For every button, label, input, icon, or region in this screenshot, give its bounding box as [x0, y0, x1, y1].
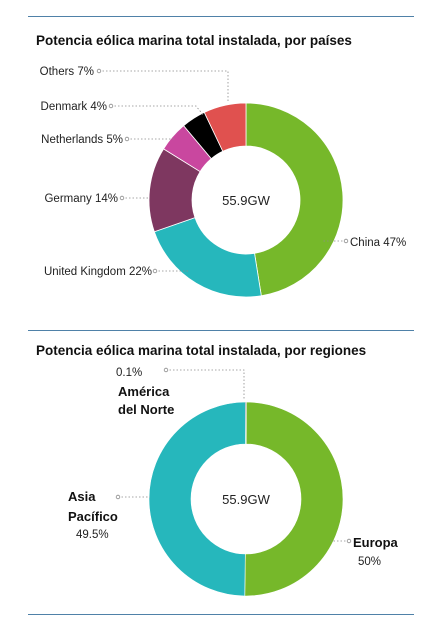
chart1-leader-china-dot: [343, 238, 349, 244]
chart1-leader-denmark: [111, 105, 205, 117]
chart1-slice-china: [245, 102, 344, 297]
chart2-center-label: 55.9GW: [222, 492, 270, 507]
chart1-slice-others: [203, 102, 247, 152]
chart2-leader-europa-dot: [346, 538, 352, 544]
chart2-label-europa: Europa: [353, 535, 399, 550]
chart1-title: Potencia eólica marina total instalada, …: [36, 33, 352, 48]
country-donut-chart: 55.9GW China 47% United Kingdom 22% Germany…: [40, 66, 406, 298]
chart1-leader-others: [99, 70, 229, 103]
region-donut-chart: 55.9GW Europa 50% Asia Pacífico 49.5% 0.1% Amér…: [68, 367, 399, 597]
chart1-leader-germany-dot: [119, 195, 125, 201]
bottom-divider: [28, 614, 414, 615]
chart2-slice-america-del-norte: [245, 401, 247, 445]
chart2-label-asia-pacifico-line2: Pacífico: [68, 509, 118, 524]
chart2-value-europa: 50%: [358, 556, 381, 568]
chart2-label-america-del-norte-line2: del Norte: [118, 402, 174, 417]
chart1-leader-netherlands-dot: [124, 136, 130, 142]
chart2-leader-asia-pacifico-dot: [115, 494, 121, 500]
chart2-label-asia-pacifico-line1: Asia: [68, 489, 96, 504]
chart1-leader-denmark-dot: [108, 103, 114, 109]
chart1-label-netherlands: Netherlands 5%: [41, 134, 123, 146]
chart2-value-america-del-norte: 0.1%: [116, 367, 142, 379]
chart2-slice-europa: [244, 401, 344, 597]
chart2-leader-america-del-norte: [166, 369, 245, 400]
chart2-slice-asia-pacifico: [148, 401, 246, 597]
chart1-label-united-kingdom: United Kingdom 22%: [44, 266, 152, 278]
chart1-leader-others-dot: [96, 68, 102, 74]
top-divider: [28, 16, 414, 17]
chart1-leader-united-kingdom-dot: [152, 268, 158, 274]
chart1-center-label: 55.9GW: [222, 193, 270, 208]
chart1-label-others: Others 7%: [40, 66, 94, 78]
chart1-label-denmark: Denmark 4%: [41, 101, 107, 113]
middle-divider: [28, 330, 414, 331]
chart2-label-america-del-norte-line1: América: [118, 384, 170, 399]
chart1-label-germany: Germany 14%: [44, 193, 118, 205]
chart1-label-china: China 47%: [350, 237, 406, 249]
chart1-slice-united-kingdom: [153, 217, 262, 298]
chart2-leader-america-del-norte-dot: [163, 367, 169, 373]
chart2-title: Potencia eólica marina total instalada, …: [36, 343, 367, 358]
chart2-value-asia-pacifico: 49.5%: [76, 529, 109, 541]
